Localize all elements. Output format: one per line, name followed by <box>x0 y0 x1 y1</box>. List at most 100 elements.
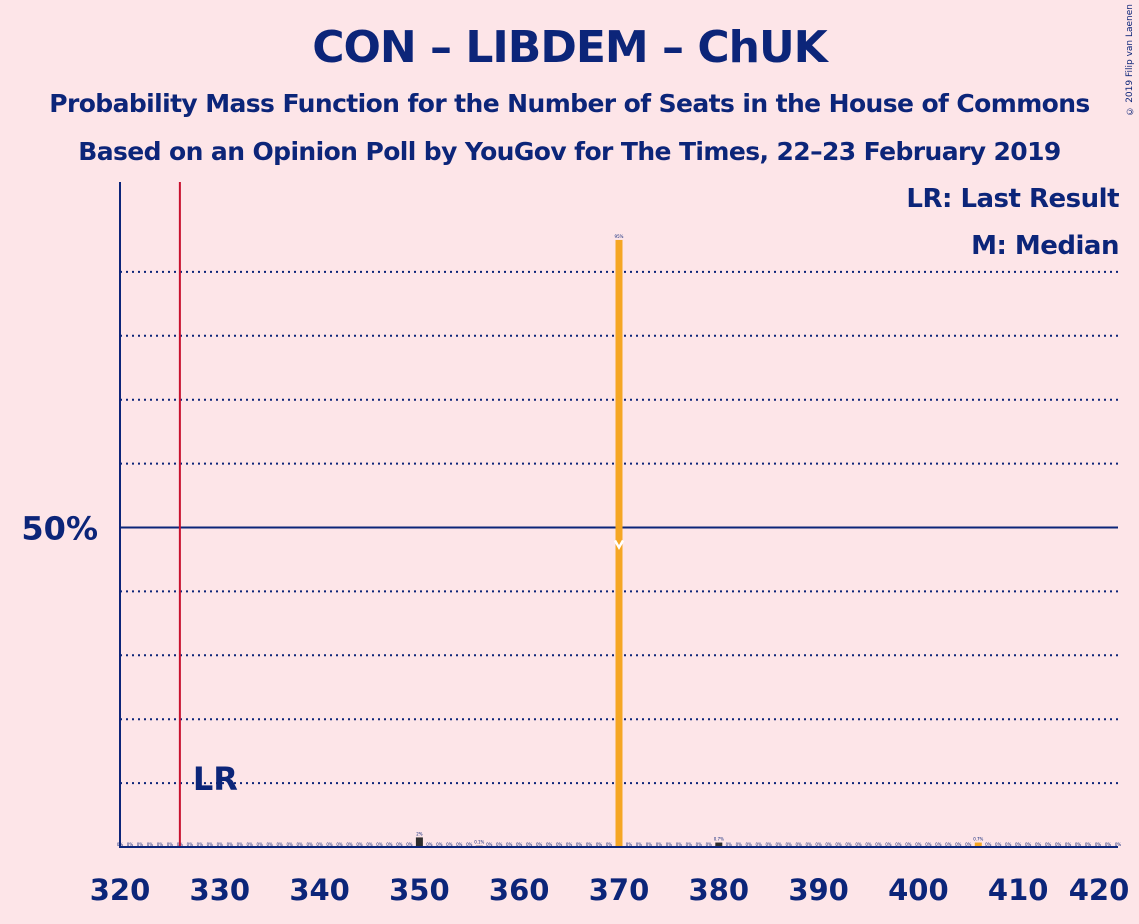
zero-label-413: 0% <box>1045 842 1052 847</box>
x-tick-420: 420 <box>1069 873 1130 907</box>
x-tick-390: 390 <box>788 873 849 907</box>
zero-label-401: 0% <box>925 842 932 847</box>
zero-label-334: 0% <box>257 842 264 847</box>
chart-subtitle-2: Based on an Opinion Poll by YouGov for T… <box>78 137 1061 166</box>
x-tick-370: 370 <box>589 873 650 907</box>
axes: 320 330 340 350 360 370 380 390 400 410 420 50% <box>21 182 1129 907</box>
zero-label-343: 0% <box>346 842 353 847</box>
zero-label-372: 0% <box>636 842 643 847</box>
zero-label-394: 0% <box>855 842 862 847</box>
chart-title: CON – LIBDEM – ChUK <box>312 22 828 73</box>
zero-label-398: 0% <box>895 842 902 847</box>
zero-label-388: 0% <box>795 842 802 847</box>
zero-label-381: 0% <box>726 842 733 847</box>
zero-label-364: 0% <box>556 842 563 847</box>
x-tick-360: 360 <box>489 873 550 907</box>
zero-label-419: 0% <box>1105 842 1112 847</box>
zero-label-335: 0% <box>267 842 274 847</box>
zero-label-408: 0% <box>995 842 1002 847</box>
x-tick-320: 320 <box>90 873 151 907</box>
zero-label-400: 0% <box>915 842 922 847</box>
zero-label-330: 0% <box>217 842 224 847</box>
zero-label-377: 0% <box>686 842 693 847</box>
zero-label-321: 0% <box>127 842 134 847</box>
zero-label-405: 0% <box>965 842 972 847</box>
zero-label-354: 0% <box>456 842 463 847</box>
bar-370 <box>615 239 623 847</box>
bar-350 <box>415 837 423 847</box>
zero-label-399: 0% <box>905 842 912 847</box>
zero-label-375: 0% <box>666 842 673 847</box>
bar-406 <box>974 842 982 847</box>
zero-label-378: 0% <box>696 842 703 847</box>
zero-label-347: 0% <box>386 842 393 847</box>
zero-label-387: 0% <box>785 842 792 847</box>
zero-label-403: 0% <box>945 842 952 847</box>
zero-label-411: 0% <box>1025 842 1032 847</box>
zero-label-402: 0% <box>935 842 942 847</box>
zero-label-360: 0% <box>516 842 523 847</box>
zero-label-331: 0% <box>227 842 234 847</box>
last-result-label: LR <box>193 760 238 798</box>
zero-label-324: 0% <box>157 842 164 847</box>
zero-label-410: 0% <box>1015 842 1022 847</box>
zero-label-382: 0% <box>736 842 743 847</box>
zero-label-414: 0% <box>1055 842 1062 847</box>
zero-label-352: 0% <box>436 842 443 847</box>
zero-label-418: 0% <box>1095 842 1102 847</box>
zero-label-345: 0% <box>366 842 373 847</box>
zero-label-325: 0% <box>167 842 174 847</box>
zero-label-349: 0% <box>406 842 413 847</box>
bar-label-370: 95% <box>615 234 624 239</box>
bar-380 <box>715 842 723 847</box>
zero-label-386: 0% <box>776 842 783 847</box>
zero-label-355: 0% <box>466 842 473 847</box>
zero-label-340: 0% <box>316 842 323 847</box>
zero-label-359: 0% <box>506 842 513 847</box>
zero-label-365: 0% <box>566 842 573 847</box>
zero-label-351: 0% <box>426 842 433 847</box>
zero-label-420: 0% <box>1115 842 1122 847</box>
zero-label-332: 0% <box>237 842 244 847</box>
zero-label-366: 0% <box>576 842 583 847</box>
zero-label-383: 0% <box>746 842 753 847</box>
zero-label-353: 0% <box>446 842 453 847</box>
zero-label-397: 0% <box>885 842 892 847</box>
zero-label-392: 0% <box>835 842 842 847</box>
chart-subtitle-1: Probability Mass Function for the Number… <box>49 89 1090 118</box>
zero-label-395: 0% <box>865 842 872 847</box>
x-tick-330: 330 <box>190 873 251 907</box>
x-tick-400: 400 <box>888 873 949 907</box>
zero-label-344: 0% <box>356 842 363 847</box>
zero-label-373: 0% <box>646 842 653 847</box>
overlays: LR <box>178 182 625 847</box>
zero-label-371: 0% <box>626 842 633 847</box>
zero-label-362: 0% <box>536 842 543 847</box>
zero-label-379: 0% <box>706 842 713 847</box>
zero-label-361: 0% <box>526 842 533 847</box>
bar-label-350: 2% <box>416 831 423 836</box>
zero-label-389: 0% <box>805 842 812 847</box>
x-tick-410: 410 <box>988 873 1049 907</box>
zero-label-337: 0% <box>286 842 293 847</box>
legend-median: M: Median <box>971 231 1119 261</box>
zero-label-417: 0% <box>1085 842 1092 847</box>
zero-label-409: 0% <box>1005 842 1012 847</box>
zero-label-358: 0% <box>496 842 503 847</box>
zero-label-346: 0% <box>376 842 383 847</box>
bar-label-380: 0.7% <box>714 837 724 842</box>
bars: 0% 0% 0% 0% 0% 0% 0% 0% 0% 0% 0% 0% 0% 0% 0% 0% 0% 0% 0% 0%… <box>117 234 1122 847</box>
zero-label-348: 0% <box>396 842 403 847</box>
zero-label-329: 0% <box>207 842 214 847</box>
zero-label-391: 0% <box>825 842 832 847</box>
x-tick-380: 380 <box>689 873 750 907</box>
zero-label-393: 0% <box>845 842 852 847</box>
zero-label-363: 0% <box>546 842 553 847</box>
bar-label-406: 0.7% <box>973 837 983 842</box>
zero-label-412: 0% <box>1035 842 1042 847</box>
zero-label-390: 0% <box>815 842 822 847</box>
zero-label-407: 0% <box>985 842 992 847</box>
zero-label-374: 0% <box>656 842 663 847</box>
zero-label-376: 0% <box>676 842 683 847</box>
